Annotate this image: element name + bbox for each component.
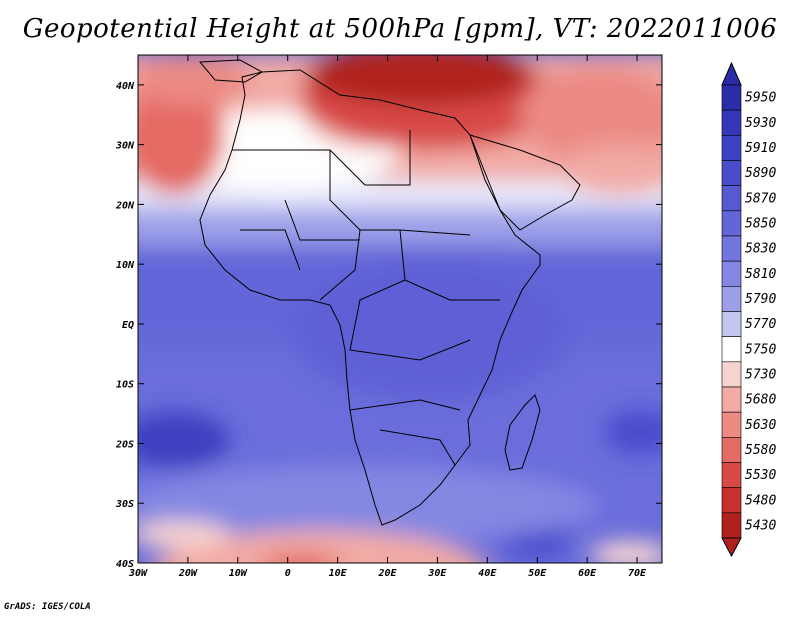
colorbar-label: 5910 xyxy=(745,141,776,156)
lon-label: 30W xyxy=(128,568,148,579)
colorbar-swatch xyxy=(721,84,742,111)
lon-label: 20W xyxy=(178,568,198,579)
lat-label: 20N xyxy=(115,200,135,211)
colorbar-label: 5870 xyxy=(745,191,776,206)
lat-label: 10N xyxy=(116,260,135,271)
africa-coastline xyxy=(199,69,541,526)
colorbar-label: 5770 xyxy=(745,317,776,332)
colorbar-label: 5630 xyxy=(745,418,776,433)
lon-label: 20E xyxy=(377,568,397,579)
colorbar-label: 5680 xyxy=(745,393,776,408)
lon-label: 40E xyxy=(478,568,497,579)
lat-label: 40S xyxy=(116,559,134,570)
plot-frame xyxy=(137,54,663,564)
lon-label: 70E xyxy=(628,568,647,579)
iberia-coastline xyxy=(198,59,264,83)
colorbar-swatch xyxy=(721,487,742,514)
colorbar-swatch xyxy=(721,311,742,337)
colorbar-label: 5830 xyxy=(745,242,776,257)
grads-credit: GrADS: IGES/COLA xyxy=(4,602,91,612)
lat-label: 30N xyxy=(115,141,135,152)
colorbar-top-arrow xyxy=(721,61,742,86)
coastlines xyxy=(198,59,581,526)
colorbar-label: 5930 xyxy=(745,116,776,131)
lon-label: 0 xyxy=(285,568,291,579)
colorbar-swatch xyxy=(721,135,742,161)
lon-label: 10E xyxy=(329,568,348,579)
madagascar-coastline xyxy=(504,394,541,471)
colorbar-label: 5530 xyxy=(745,468,776,483)
colorbar-swatch xyxy=(721,235,742,262)
colorbar-label: 5950 xyxy=(745,91,776,106)
colorbar-label: 5850 xyxy=(745,216,776,231)
colorbar: 5950 5930 5910 5890 5870 5850 5830 5810 5790 5770… xyxy=(721,61,776,558)
colorbar-swatch xyxy=(721,386,742,413)
colorbar-swatch xyxy=(721,462,742,488)
axis-ticks: 30W 20W 10W 0 10E 20E 30E 40E 50E 60E 70E 40N 30N 20N… xyxy=(115,55,662,579)
colorbar-label: 5730 xyxy=(745,367,776,382)
lon-label: 10W xyxy=(229,568,248,579)
colorbar-swatch xyxy=(721,260,742,287)
lat-label: 30S xyxy=(115,499,134,510)
colorbar-swatch xyxy=(721,286,742,312)
colorbar-label: 5890 xyxy=(745,166,776,181)
colorbar-swatch xyxy=(721,185,742,212)
lat-label: 20S xyxy=(115,439,134,450)
lon-label: 30E xyxy=(427,568,447,579)
colorbar-swatch xyxy=(721,361,742,388)
colorbar-label: 5750 xyxy=(745,342,776,357)
map-title: Geopotential Height at 500hPa [gpm], VT:… xyxy=(22,14,778,44)
internal-borders xyxy=(232,130,500,466)
colorbar-label: 5790 xyxy=(745,292,776,307)
colorbar-swatch xyxy=(721,210,742,237)
colorbar-label: 5580 xyxy=(745,443,776,458)
colorbar-swatch xyxy=(721,437,742,463)
colorbar-swatch xyxy=(721,109,742,136)
lat-label: 40N xyxy=(116,81,135,92)
lon-label: 50E xyxy=(528,568,547,579)
colorbar-label: 5430 xyxy=(745,518,776,533)
colorbar-label: 5810 xyxy=(745,267,776,282)
colorbar-swatch xyxy=(721,411,742,438)
colorbar-label: 5480 xyxy=(745,493,776,508)
lat-label: EQ xyxy=(122,320,134,331)
lat-label: 10S xyxy=(116,380,134,391)
colorbar-bottom-arrow xyxy=(721,537,742,558)
arabia-coastline xyxy=(469,134,581,231)
colorbar-swatch xyxy=(721,512,742,539)
colorbar-swatch xyxy=(721,160,742,186)
lon-label: 60E xyxy=(578,568,597,579)
colorbar-swatch xyxy=(721,336,742,363)
height-field xyxy=(138,55,662,563)
